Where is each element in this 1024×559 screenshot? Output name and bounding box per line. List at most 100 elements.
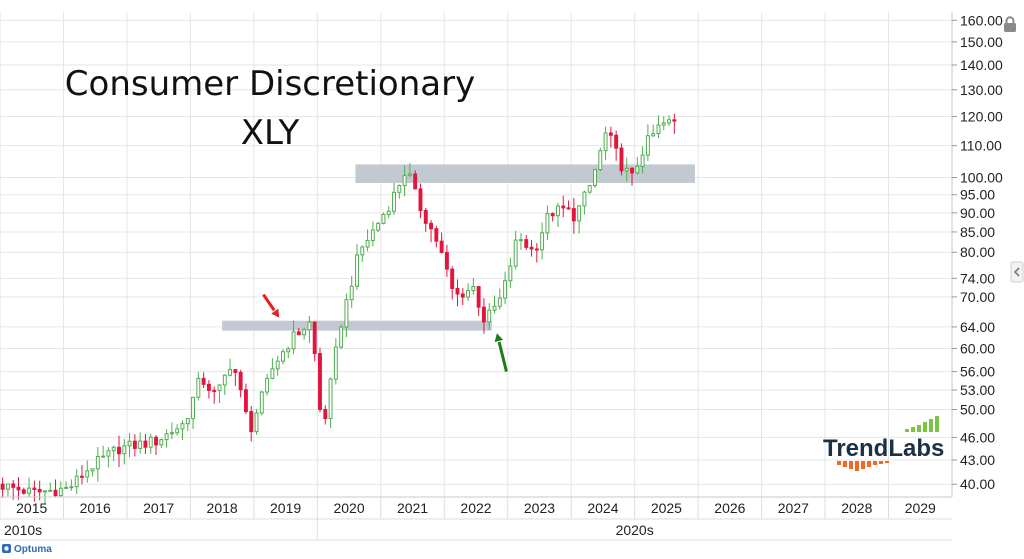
candle-body [614, 134, 619, 149]
candle-body [5, 483, 10, 490]
candle-body [561, 205, 566, 209]
candle-body [21, 489, 26, 494]
candle-body [259, 391, 264, 414]
logo-orange-bar [873, 461, 877, 465]
chevron-left-icon[interactable] [1010, 261, 1024, 283]
candle-body [619, 147, 624, 172]
candle-body [550, 213, 555, 217]
candle-body [249, 411, 254, 433]
candle-body [392, 191, 396, 212]
logo-green-bar [929, 419, 933, 432]
candle-body [429, 222, 433, 230]
candle-body [571, 208, 576, 222]
x-tick-label: 2025 [651, 500, 682, 516]
candle-body [545, 213, 550, 234]
candle-body [603, 132, 608, 152]
candle-body [37, 488, 42, 493]
y-tick-label: 150.00 [960, 34, 1003, 50]
candle-body [43, 490, 47, 493]
candle-body [159, 439, 164, 446]
candle-body [90, 468, 95, 472]
x-tick-label: 2021 [397, 500, 428, 516]
y-tick-label: 60.00 [960, 341, 995, 357]
decade-label: 2020s [616, 522, 654, 538]
candle-body [460, 293, 465, 298]
y-tick-label: 130.00 [960, 82, 1003, 98]
candle-body [349, 285, 354, 301]
logo-text: TrendLabs [823, 435, 944, 462]
logo-orange-bar [843, 461, 847, 467]
candle-body [355, 254, 359, 287]
candle-body [582, 191, 587, 207]
x-tick-label: 2028 [841, 500, 872, 516]
y-tick-label: 56.00 [960, 364, 995, 380]
candle-body [587, 185, 592, 193]
candle-body [122, 445, 127, 455]
candle-body [27, 487, 32, 494]
candle-body [360, 246, 365, 256]
candle-body [318, 353, 322, 410]
logo-orange-bar [879, 461, 883, 464]
x-tick-label: 2017 [143, 500, 174, 516]
support-zone [355, 164, 695, 183]
candle-body [217, 384, 222, 392]
candle-body [635, 165, 640, 174]
logo-bars-icon [837, 416, 939, 471]
candle-body [450, 268, 455, 289]
logo-green-bar [917, 425, 921, 432]
candle-body [476, 286, 481, 308]
candle-body [206, 383, 211, 391]
candle-body [381, 213, 386, 224]
candle-body [307, 321, 312, 331]
candle-body [608, 132, 613, 136]
candle-body [656, 124, 661, 135]
y-tick-label: 85.00 [960, 224, 995, 240]
y-tick-label: 100.00 [960, 170, 1003, 186]
candle-body [85, 470, 90, 478]
y-tick-label: 120.00 [960, 109, 1003, 125]
candle-body [233, 369, 238, 373]
candle-body [74, 475, 79, 488]
candle-body [312, 321, 317, 355]
candle-body [534, 248, 539, 251]
lock-icon[interactable] [1004, 16, 1016, 32]
candle-body [64, 486, 69, 489]
candle-body [651, 133, 656, 137]
logo-orange-bar [867, 461, 871, 467]
candle-body [344, 299, 349, 328]
logo-orange-bar [837, 461, 841, 465]
candle-body [106, 450, 111, 457]
logo-green-bar [911, 427, 915, 432]
candle-body [413, 173, 418, 190]
candle-body [0, 483, 5, 490]
candle-body [53, 489, 58, 497]
candle-body [566, 207, 571, 210]
candle-body [630, 167, 634, 174]
candle-body [487, 309, 492, 323]
candle-body [185, 418, 190, 425]
candle-body [529, 246, 534, 250]
candle-body [370, 229, 375, 242]
y-tick-label: 110.00 [960, 138, 1002, 154]
candle-body [117, 446, 121, 455]
candle-body [58, 487, 63, 497]
y-tick-label: 140.00 [960, 57, 1003, 73]
candle-body [466, 290, 471, 298]
y-tick-label: 95.00 [960, 187, 995, 203]
candle-body [175, 428, 180, 434]
candle-body [196, 377, 201, 398]
candle-body [508, 265, 513, 282]
candle-body [80, 475, 84, 478]
candle-body [645, 135, 650, 156]
candle-body [513, 239, 518, 267]
arrow-shaft [497, 341, 508, 372]
candle-body [111, 446, 116, 452]
candle-body [492, 305, 497, 311]
logo-orange-bar [855, 461, 859, 471]
y-axis: 160.00 150.00 140.00 130.00 120.00 110.00 100.… [952, 12, 1003, 492]
y-tick-label: 70.00 [960, 289, 995, 305]
logo-orange-bar [849, 461, 853, 469]
candle-body [556, 205, 560, 217]
candle-body [423, 210, 428, 224]
candle-body [365, 240, 370, 248]
